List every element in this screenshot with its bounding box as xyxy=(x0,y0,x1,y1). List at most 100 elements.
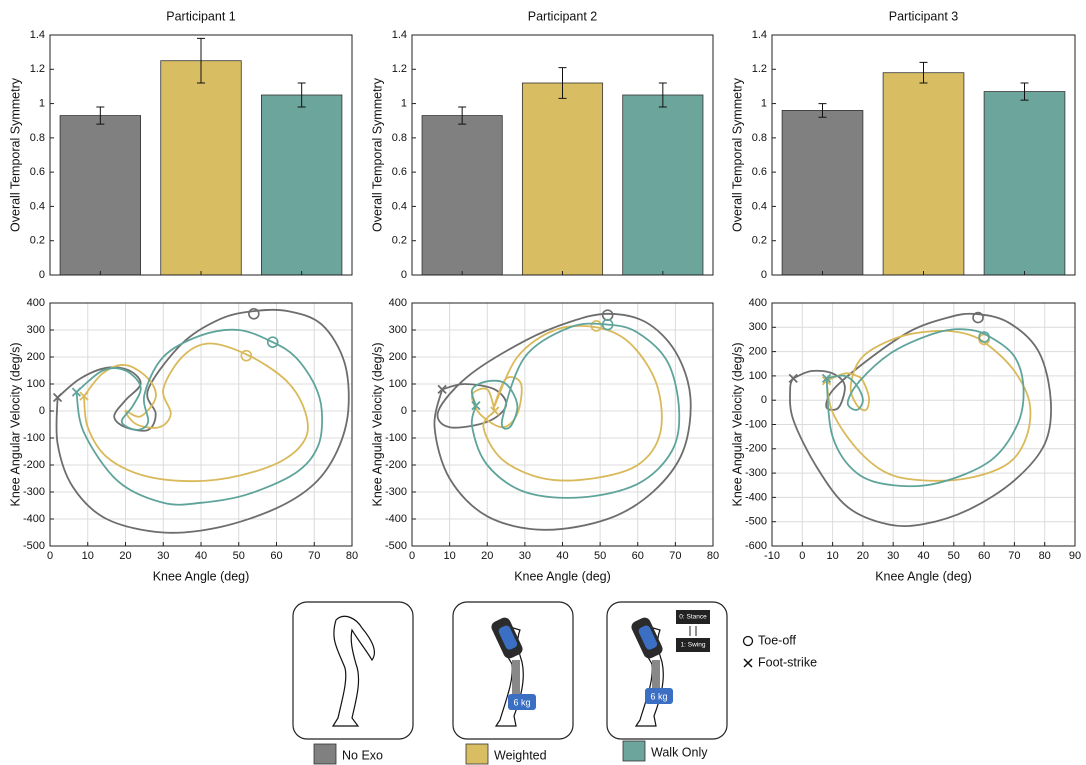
x-tick-label: 70 xyxy=(308,550,320,562)
y-tick-label: 300 xyxy=(389,324,407,336)
y-tick-label: -200 xyxy=(23,459,45,471)
y-tick-label: -100 xyxy=(745,418,767,430)
y-axis-label: Knee Angular Velocity (deg/s) xyxy=(730,343,744,507)
x-tick-label: 0 xyxy=(799,550,805,562)
y-tick-label: 1 xyxy=(401,97,407,109)
y-tick-label: 1.2 xyxy=(30,63,45,75)
legend-swatch xyxy=(466,744,488,764)
y-tick-label: 0 xyxy=(39,405,45,417)
x-tick-label: 50 xyxy=(233,550,245,562)
y-tick-label: 0.2 xyxy=(30,235,45,247)
x-tick-label: 60 xyxy=(632,550,644,562)
y-tick-label: 1.4 xyxy=(752,29,767,41)
y-tick-label: 0 xyxy=(761,394,767,406)
y-tick-label: -600 xyxy=(745,540,767,552)
y-tick-label: 200 xyxy=(749,346,767,358)
x-tick-label: 80 xyxy=(707,550,719,562)
legend-label: Foot-strike xyxy=(758,655,817,669)
marker-legend: Toe-off Foot-strike xyxy=(744,633,818,669)
x-tick-label: 90 xyxy=(1069,550,1081,562)
legend-swatch xyxy=(314,744,336,764)
state-label: 1: Swing xyxy=(681,642,706,649)
y-tick-label: -400 xyxy=(23,513,45,525)
y-tick-label: 200 xyxy=(389,351,407,363)
y-tick-label: 100 xyxy=(749,370,767,382)
chart-title: Participant 1 xyxy=(166,9,236,23)
x-tick-label: 60 xyxy=(270,550,282,562)
y-tick-label: -100 xyxy=(385,432,407,444)
legend-label: Toe-off xyxy=(758,633,797,647)
y-tick-label: 0 xyxy=(401,269,407,281)
x-tick-label: 20 xyxy=(481,550,493,562)
y-axis-label: Overall Temporal Symmetry xyxy=(8,77,22,232)
x-tick-label: 0 xyxy=(409,550,415,562)
x-tick-label: 0 xyxy=(47,550,53,562)
y-tick-label: 0.2 xyxy=(392,235,407,247)
y-tick-label: 1.2 xyxy=(392,63,407,75)
y-axis-label: Overall Temporal Symmetry xyxy=(370,77,384,232)
chart-title: Participant 3 xyxy=(889,9,959,23)
y-tick-label: 0 xyxy=(761,269,767,281)
x-tick-label: 40 xyxy=(917,550,929,562)
weight-label: 6 kg xyxy=(650,691,667,701)
x-tick-label: 10 xyxy=(826,550,838,562)
x-tick-label: 70 xyxy=(1008,550,1020,562)
state-label: 0: Stance xyxy=(679,614,707,621)
y-tick-label: 100 xyxy=(27,378,45,390)
x-tick-label: 30 xyxy=(887,550,899,562)
y-tick-label: -400 xyxy=(745,491,767,503)
y-tick-label: -300 xyxy=(23,486,45,498)
y-axis-label: Overall Temporal Symmetry xyxy=(730,77,744,232)
x-tick-label: 40 xyxy=(195,550,207,562)
x-tick-label: 80 xyxy=(1039,550,1051,562)
x-axis-label: Knee Angle (deg) xyxy=(153,569,250,583)
y-tick-label: -100 xyxy=(23,432,45,444)
x-tick-label: 20 xyxy=(119,550,131,562)
y-tick-label: -500 xyxy=(745,516,767,528)
x-tick-label: 40 xyxy=(556,550,568,562)
y-tick-label: -500 xyxy=(23,540,45,552)
x-tick-label: 80 xyxy=(346,550,358,562)
y-tick-label: 100 xyxy=(389,378,407,390)
x-tick-label: 60 xyxy=(978,550,990,562)
chart-title: Participant 2 xyxy=(528,9,598,23)
loop-line xyxy=(472,326,662,481)
y-tick-label: 400 xyxy=(389,297,407,309)
y-tick-label: 0 xyxy=(401,405,407,417)
x-tick-label: 30 xyxy=(519,550,531,562)
y-axis-label: Knee Angular Velocity (deg/s) xyxy=(370,343,384,507)
y-tick-label: 0.2 xyxy=(752,235,767,247)
loop-line xyxy=(76,330,322,505)
bar xyxy=(883,73,964,275)
y-tick-label: -200 xyxy=(745,443,767,455)
y-tick-label: 1 xyxy=(39,97,45,109)
y-tick-label: 400 xyxy=(27,297,45,309)
x-tick-label: 50 xyxy=(594,550,606,562)
bar xyxy=(782,110,863,275)
loop-line xyxy=(827,331,1031,481)
x-tick-label: 10 xyxy=(82,550,94,562)
bar xyxy=(261,95,342,275)
x-tick-label: 30 xyxy=(157,550,169,562)
bar xyxy=(522,83,602,275)
y-tick-label: 0.4 xyxy=(752,200,767,212)
loop-line xyxy=(84,343,308,481)
legend-swatch xyxy=(623,741,645,761)
y-tick-label: 400 xyxy=(749,297,767,309)
y-tick-label: 0.8 xyxy=(30,132,45,144)
y-tick-label: 0 xyxy=(39,269,45,281)
x-tick-label: 10 xyxy=(444,550,456,562)
x-tick-label: 50 xyxy=(948,550,960,562)
y-tick-label: 300 xyxy=(27,324,45,336)
legend-label: Walk Only xyxy=(651,745,708,759)
y-tick-label: -300 xyxy=(385,486,407,498)
x-tick-label: 70 xyxy=(669,550,681,562)
bar xyxy=(161,61,242,275)
bar xyxy=(60,116,141,275)
y-tick-label: 0.4 xyxy=(30,200,45,212)
legend-label: No Exo xyxy=(342,748,383,762)
y-tick-label: 0.4 xyxy=(392,200,407,212)
y-tick-label: -300 xyxy=(745,467,767,479)
x-tick-label: 20 xyxy=(857,550,869,562)
loop-line xyxy=(827,329,1024,486)
